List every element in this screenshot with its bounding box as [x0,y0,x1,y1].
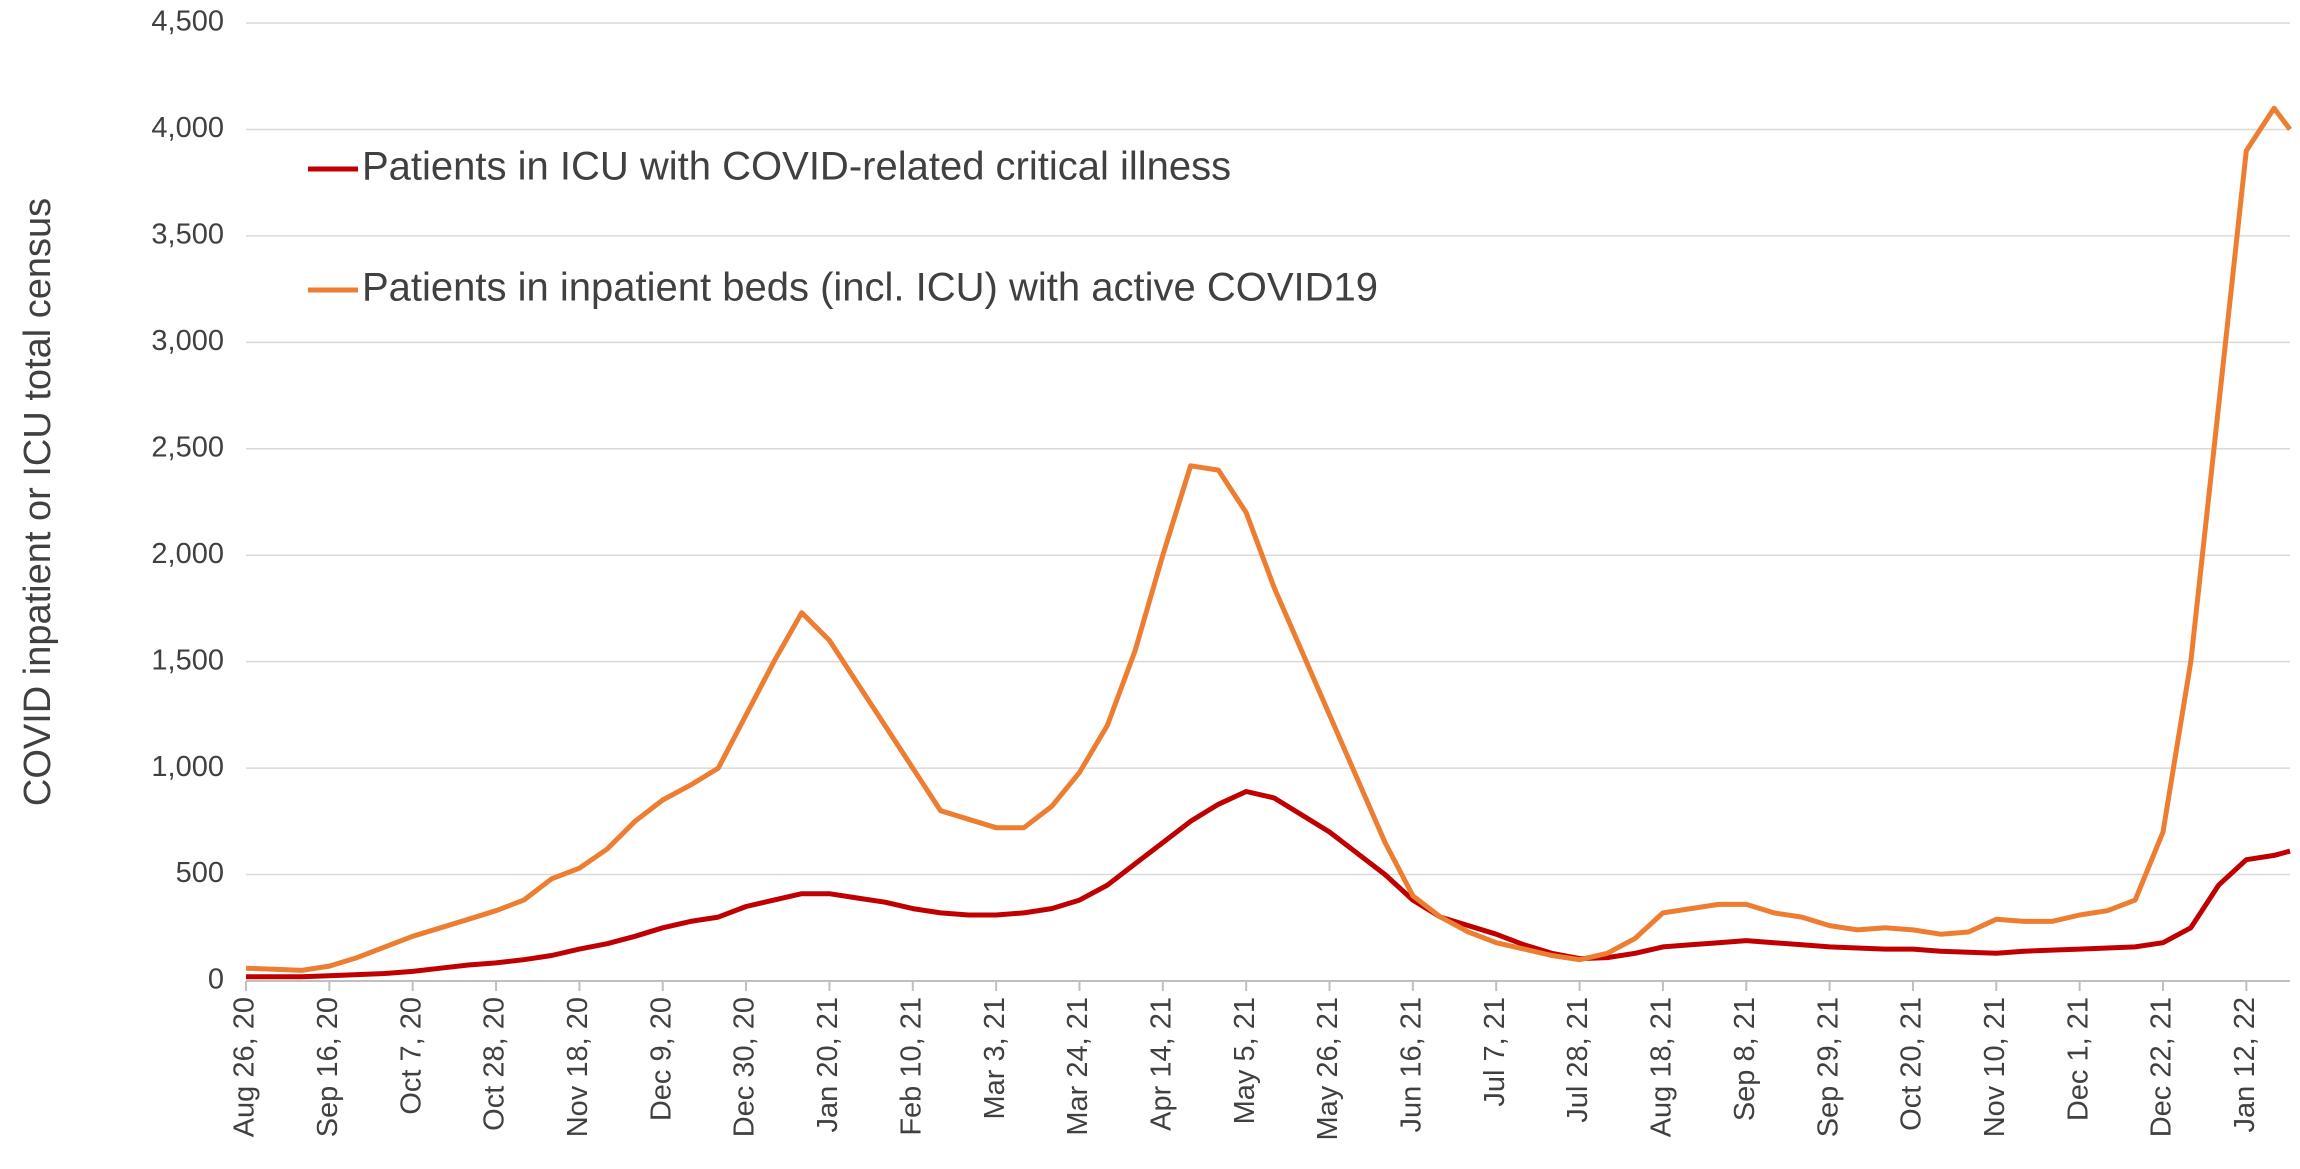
x-tick-label: May 5, 21 [1229,997,1261,1124]
x-tick-label: Oct 28, 20 [479,997,511,1131]
x-tick-label: Mar 24, 21 [1062,997,1094,1136]
series-line [245,105,2292,973]
legend-label: Patients in ICU with COVID-related criti… [362,145,1231,189]
x-tick-label: Oct 20, 21 [1896,997,1928,1131]
legend-label: Patients in inpatient beds (incl. ICU) w… [362,266,1378,310]
x-tick-label: Mar 3, 21 [979,997,1011,1120]
y-tick-label: 3,500 [151,219,224,251]
y-axis-title: COVID inpatient or ICU total census [17,198,59,806]
x-tick-label: Aug 18, 21 [1646,997,1678,1137]
x-tick-label: Oct 7, 20 [395,997,427,1115]
x-tick-label: Jun 16, 21 [1396,997,1428,1132]
x-tick-label: Jan 12, 22 [2229,997,2261,1132]
y-tick-label: 0 [208,964,224,996]
x-tick-label: Jul 28, 21 [1562,997,1594,1123]
y-tick-label: 1,000 [151,751,224,783]
x-tick-label: Nov 10, 21 [1979,997,2011,1137]
x-tick-label: Dec 22, 21 [2146,997,2178,1137]
y-tick-label: 1,500 [151,644,224,676]
series-line [246,789,2291,980]
y-tick-label: 500 [176,857,224,889]
x-tick-label: Dec 30, 20 [729,997,761,1137]
x-tick-label: Sep 29, 21 [1812,997,1844,1137]
y-tick-label: 2,500 [151,431,224,463]
x-tick-label: Sep 16, 20 [312,997,344,1137]
x-tick-label: Apr 14, 21 [1145,997,1177,1131]
y-tick-label: 4,000 [151,112,224,144]
y-tick-label: 2,000 [151,538,224,570]
x-tick-label: Jul 7, 21 [1479,997,1511,1107]
x-tick-label: Feb 10, 21 [895,997,927,1136]
x-tick-label: May 26, 21 [1312,997,1344,1140]
x-tick-label: Jan 20, 21 [812,997,844,1132]
x-tick-label: Sep 8, 21 [1729,997,1761,1121]
x-tick-label: Aug 26, 20 [229,997,261,1137]
x-tick-label: Dec 9, 20 [645,997,677,1121]
x-tick-label: Nov 18, 20 [562,997,594,1137]
y-tick-label: 4,500 [151,6,224,38]
x-tick-label: Dec 1, 21 [2062,997,2094,1121]
y-tick-label: 3,000 [151,325,224,357]
